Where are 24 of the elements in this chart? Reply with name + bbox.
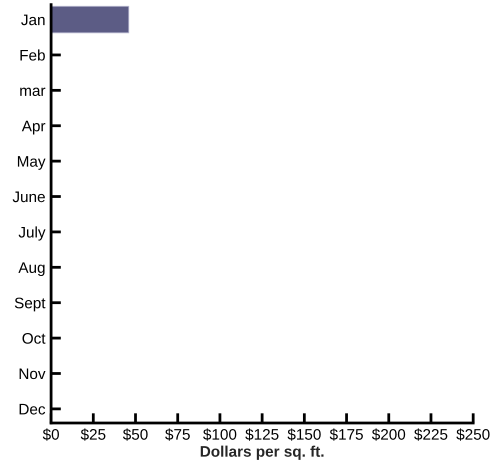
y-tick-label: Oct — [22, 332, 46, 344]
y-tick-label: July — [18, 226, 46, 241]
y-tick-label: Nov — [20, 368, 46, 380]
x-tick-label: $125 — [245, 428, 278, 441]
x-tick-label: $25 — [80, 428, 106, 441]
x-tick-label: $250 — [456, 428, 490, 441]
y-tick-label: Jan — [21, 14, 45, 26]
x-tick-label: $0 — [42, 428, 59, 441]
x-tick-label: $175 — [330, 428, 363, 441]
x-tick-label: $100 — [203, 428, 236, 441]
x-tick-label: $50 — [122, 428, 148, 441]
x-tick-label: $225 — [414, 428, 448, 441]
y-tick-label: Apr — [22, 120, 46, 134]
x-tick-label: $200 — [372, 428, 406, 441]
y-tick-label: June — [12, 192, 45, 202]
y-tick-label: Dec — [20, 404, 46, 415]
y-tick-label: Sept — [14, 298, 46, 312]
y-tick-label: mar — [20, 88, 46, 96]
y-tick-label: Aug — [18, 262, 45, 276]
y-tick-label: Feb — [20, 49, 45, 61]
x-axis-title: Dollars per sq. ft. — [200, 446, 324, 460]
x-tick-label: $150 — [288, 428, 321, 441]
x-tick-label: $75 — [165, 428, 190, 441]
y-tick-label: May — [18, 156, 46, 170]
